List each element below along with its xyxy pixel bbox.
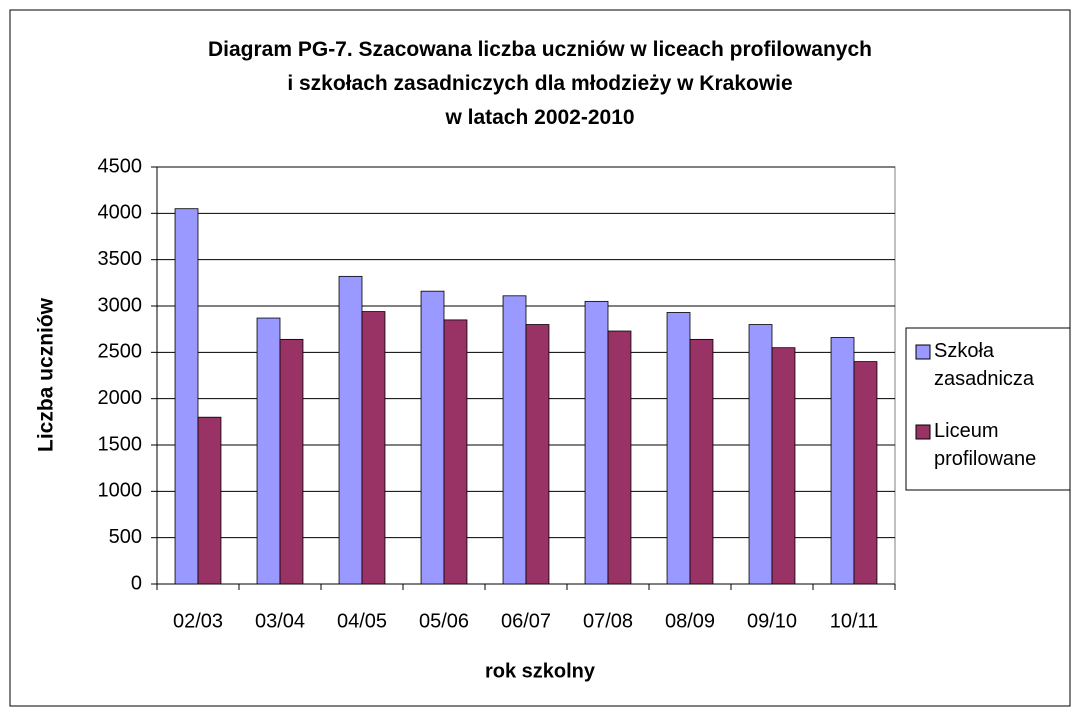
bar [338, 275, 363, 585]
bar [279, 338, 304, 585]
bar [502, 295, 527, 585]
x-tick-label: 10/11 [830, 610, 879, 632]
legend-label: Szkoła zasadnicza [934, 340, 1035, 390]
bar [174, 208, 199, 585]
bar [361, 311, 386, 585]
x-tick-label: 05/06 [419, 610, 469, 632]
bar [771, 347, 796, 585]
bar [666, 312, 691, 585]
bar [584, 300, 609, 585]
x-tick-label: 08/09 [665, 610, 715, 632]
x-axis-title: rok szkolny [485, 660, 596, 682]
y-tick-label: 0 [131, 572, 142, 594]
x-tick-label: 04/05 [337, 610, 387, 632]
x-tick-label: 06/07 [501, 610, 551, 632]
y-tick-label: 4000 [98, 202, 143, 224]
y-tick-label: 1500 [98, 433, 143, 455]
y-tick-label: 2000 [98, 387, 143, 409]
y-tick-label: 3000 [98, 294, 143, 316]
legend-swatch [915, 424, 931, 440]
x-tick-label: 03/04 [255, 610, 305, 632]
legend [905, 327, 1071, 491]
bar [853, 361, 878, 585]
bar [443, 319, 468, 585]
y-tick-label: 1000 [98, 480, 143, 502]
y-tick-label: 2500 [98, 341, 143, 363]
y-axis-title: Liczba uczniów [35, 297, 58, 452]
chart-title: Diagram PG-7. Szacowana liczba uczniów w… [208, 38, 872, 129]
bar [420, 290, 445, 585]
x-tick-label: 02/03 [173, 610, 223, 632]
y-tick-label: 4500 [98, 155, 143, 177]
bar [256, 317, 281, 585]
x-tick-label: 09/10 [747, 610, 797, 632]
bar [748, 324, 773, 585]
legend-swatch [915, 344, 931, 360]
bar [525, 324, 550, 585]
bar [830, 337, 855, 585]
y-tick-label: 3500 [98, 248, 143, 270]
y-tick-label: 500 [109, 526, 142, 548]
x-tick-label: 07/08 [583, 610, 633, 632]
bar [689, 338, 714, 585]
legend-label: Liceum profilowane [934, 420, 1036, 470]
bar [197, 416, 222, 585]
bar [607, 330, 632, 585]
